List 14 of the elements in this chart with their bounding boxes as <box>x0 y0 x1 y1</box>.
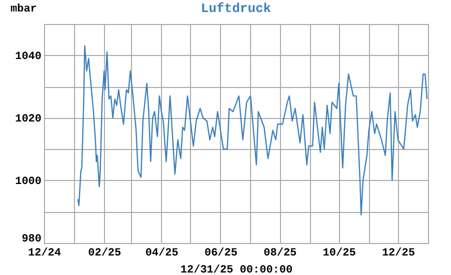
x-axis-title: 12/31/25 00:00:00 <box>180 264 293 275</box>
y-tick-label: 1040 <box>15 50 42 63</box>
x-tick-label: 04/25 <box>145 248 179 260</box>
x-tick-label: 06/25 <box>204 248 238 260</box>
x-tick-label: 12/25 <box>382 248 416 260</box>
y-tick-label: 980 <box>22 234 42 246</box>
x-tick-label: 02/25 <box>88 248 122 260</box>
x-tick-label: 12/24 <box>28 248 62 260</box>
y-tick-label: 1000 <box>15 176 42 188</box>
x-tick-label: 10/25 <box>322 248 356 260</box>
x-tick-label: 08/25 <box>264 248 298 260</box>
chart-title: Luftdruck <box>200 1 272 16</box>
y-tick-label: 1020 <box>15 113 42 126</box>
y-axis-title: mbar <box>10 4 37 16</box>
